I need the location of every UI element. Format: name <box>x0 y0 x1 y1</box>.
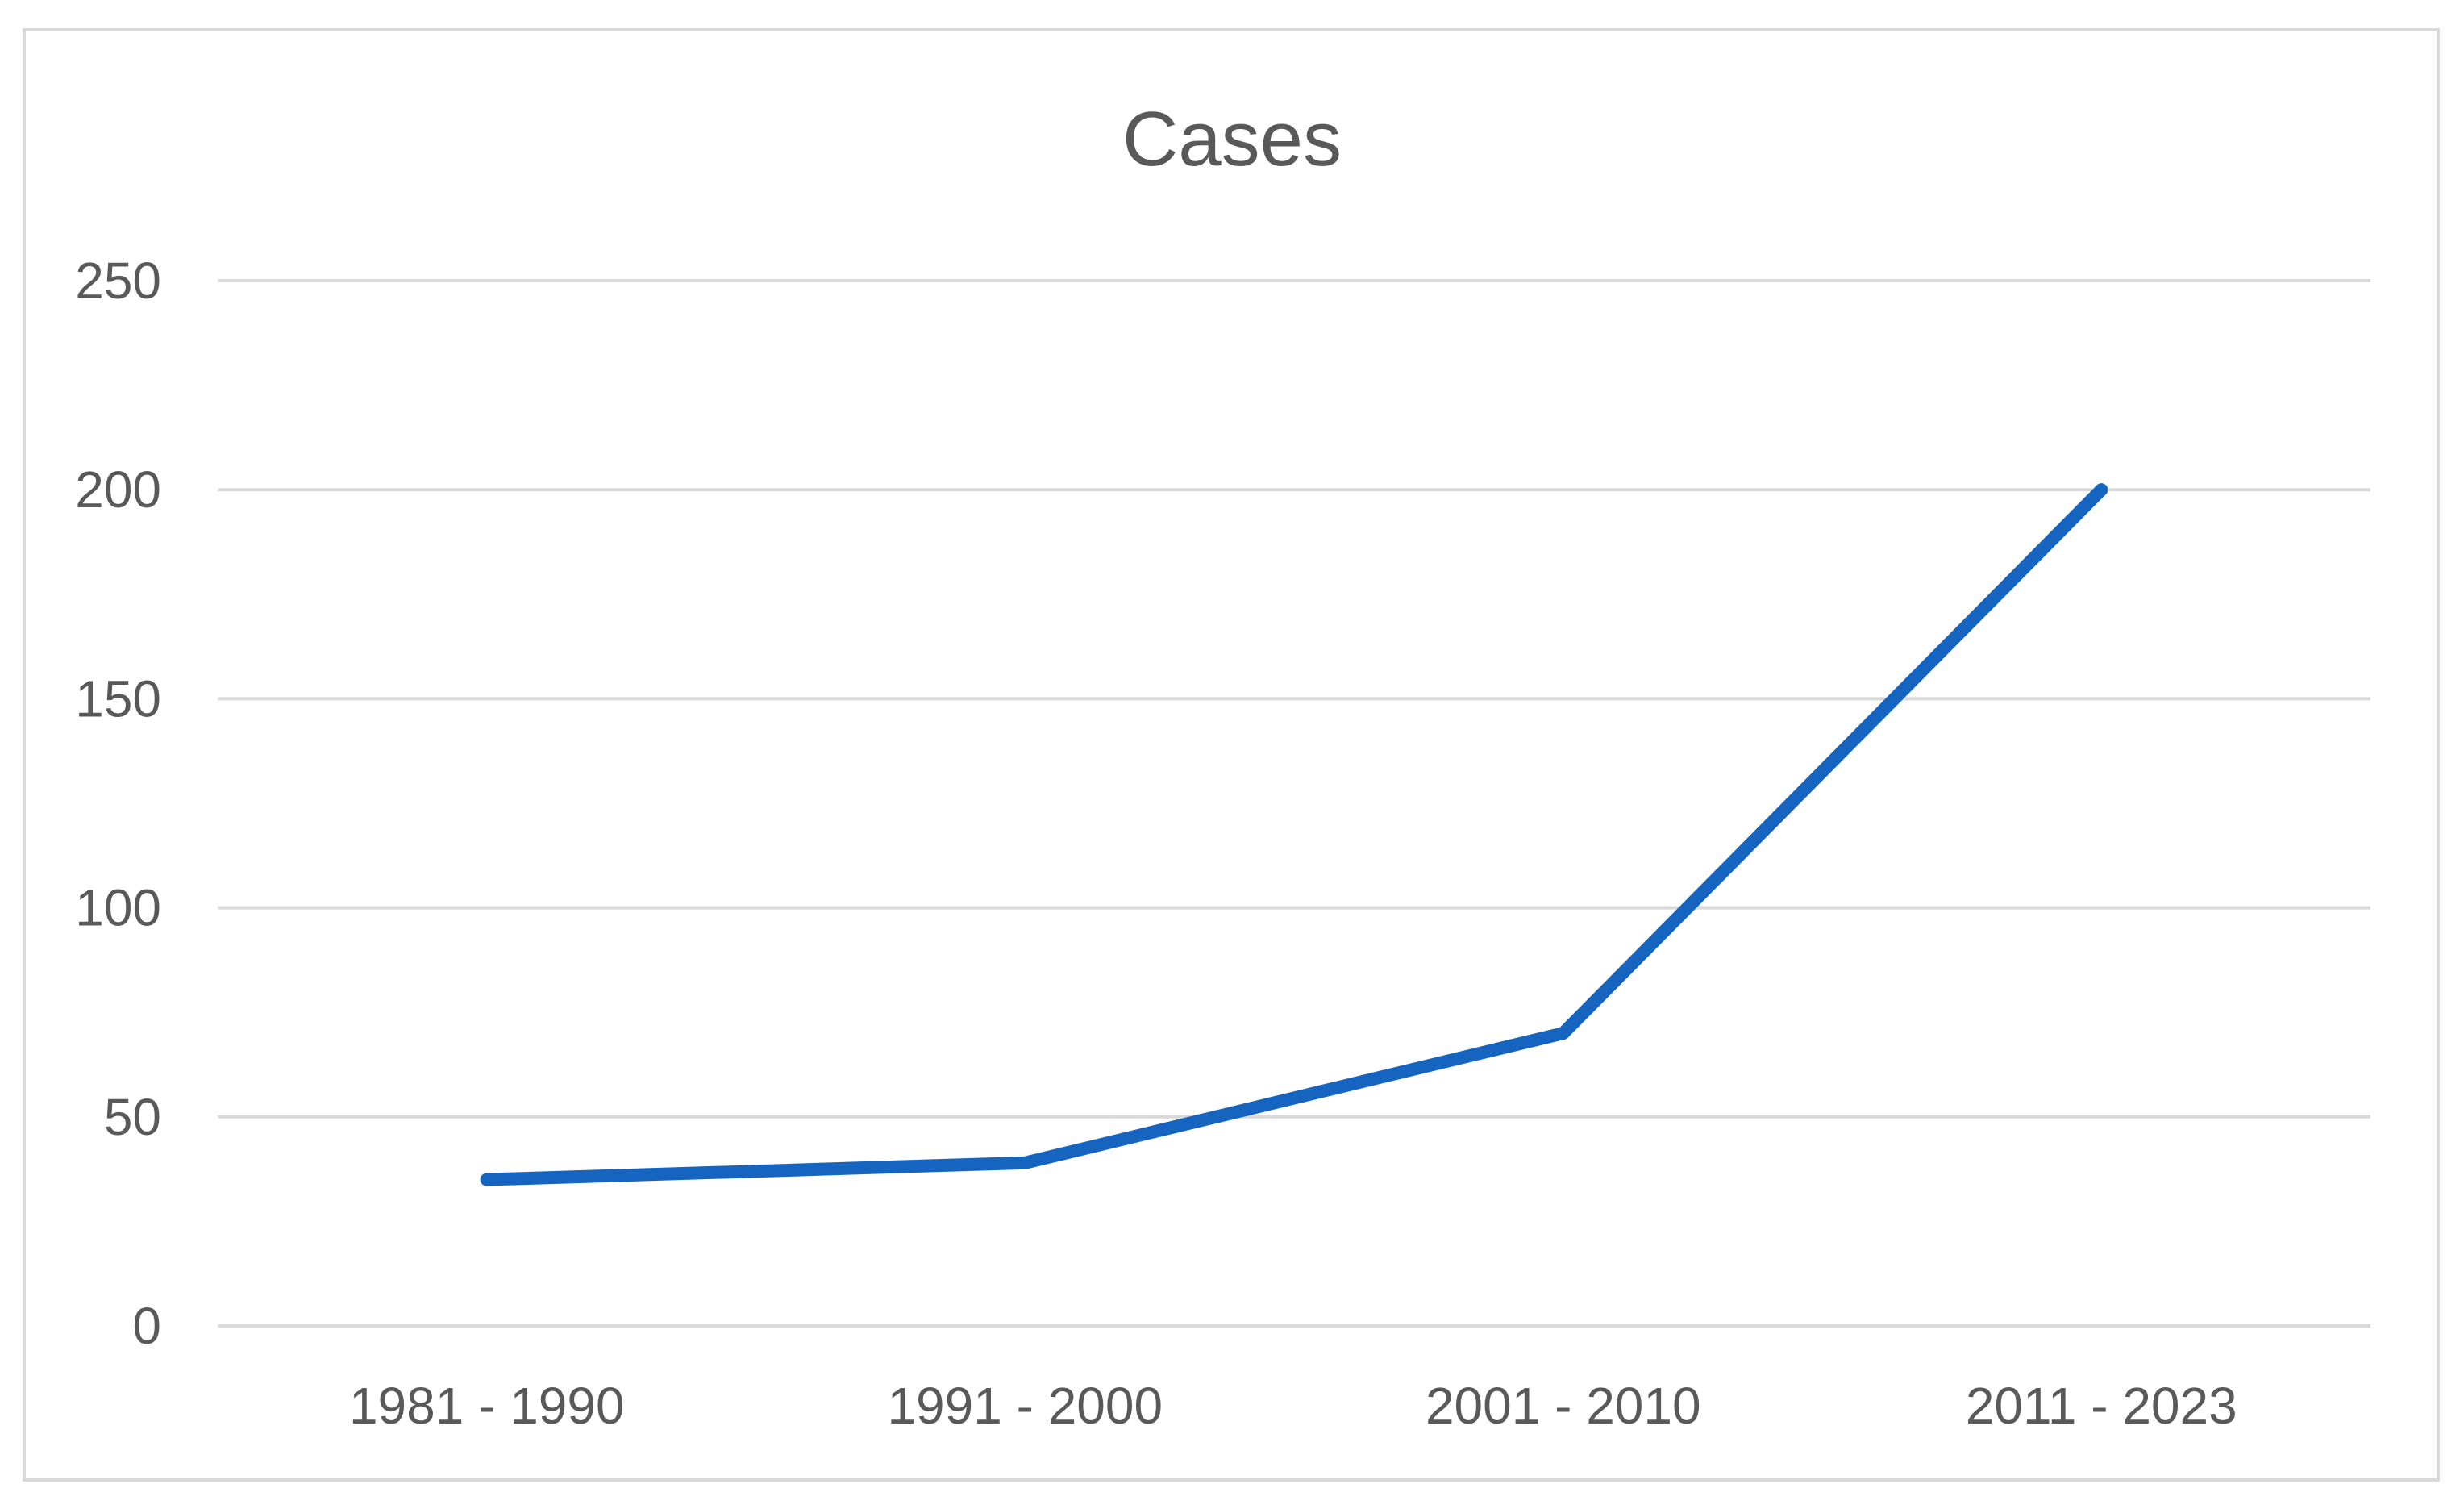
data-point-1 <box>1018 1156 1032 1169</box>
x-tick-label: 1981 - 1990 <box>349 1377 625 1435</box>
series-layer <box>480 483 2108 1186</box>
series-line-0 <box>480 483 2108 1186</box>
x-tick-label: 2001 - 2010 <box>1426 1377 1701 1435</box>
y-axis-ticks: 0 50 100 150 200 250 <box>75 252 161 1355</box>
y-tick-label: 200 <box>75 461 161 519</box>
data-point-0 <box>480 1173 493 1186</box>
data-point-3 <box>2095 483 2108 497</box>
gridlines <box>218 279 2370 1328</box>
x-axis-ticks: 1981 - 1990 1991 - 2000 2001 - 2010 2011 - … <box>349 1377 2237 1435</box>
x-tick-label: 2011 - 2023 <box>1966 1377 2237 1435</box>
y-tick-label: 0 <box>132 1297 161 1355</box>
chart-title: Cases <box>1122 96 1342 182</box>
y-tick-label: 50 <box>104 1088 161 1146</box>
chart-frame <box>23 28 2440 1482</box>
y-tick-label: 250 <box>75 252 161 310</box>
x-tick-label: 1991 - 2000 <box>887 1377 1163 1435</box>
data-point-2 <box>1556 1027 1570 1040</box>
y-tick-label: 150 <box>75 669 161 727</box>
y-tick-label: 100 <box>75 879 161 937</box>
